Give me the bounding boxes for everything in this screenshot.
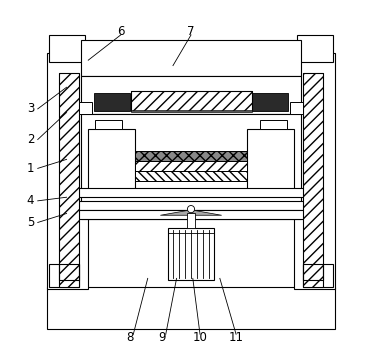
- Bar: [303, 264, 333, 287]
- Text: 8: 8: [126, 331, 133, 344]
- Bar: [131, 91, 252, 111]
- Bar: [135, 161, 247, 171]
- Text: 1: 1: [27, 162, 34, 175]
- Text: 4: 4: [27, 194, 34, 207]
- Bar: [259, 120, 286, 129]
- Bar: [135, 151, 247, 161]
- Text: 2: 2: [27, 133, 34, 146]
- Bar: [303, 264, 323, 287]
- Bar: [49, 35, 85, 62]
- Bar: [135, 151, 247, 161]
- Bar: [59, 73, 79, 280]
- Circle shape: [188, 206, 194, 213]
- Bar: [188, 214, 194, 228]
- Bar: [131, 91, 252, 111]
- Text: 10: 10: [193, 331, 207, 344]
- Text: 7: 7: [187, 25, 195, 38]
- Bar: [135, 171, 247, 181]
- Text: 11: 11: [228, 331, 244, 344]
- Bar: [47, 287, 335, 329]
- Bar: [81, 40, 301, 76]
- Bar: [131, 110, 252, 113]
- Bar: [135, 161, 247, 171]
- Bar: [252, 93, 288, 111]
- Bar: [66, 188, 316, 197]
- Bar: [135, 171, 247, 181]
- Bar: [247, 129, 294, 192]
- Bar: [66, 201, 316, 210]
- Polygon shape: [160, 210, 191, 215]
- Text: 6: 6: [117, 25, 125, 38]
- Bar: [49, 264, 79, 287]
- Bar: [294, 53, 335, 289]
- Bar: [66, 210, 316, 219]
- Polygon shape: [191, 210, 222, 215]
- Bar: [168, 228, 214, 280]
- Text: 5: 5: [27, 216, 34, 229]
- Bar: [303, 73, 323, 280]
- Bar: [303, 264, 323, 287]
- Bar: [79, 102, 92, 114]
- Bar: [59, 73, 79, 280]
- Bar: [297, 35, 333, 62]
- Bar: [303, 73, 323, 280]
- Bar: [94, 93, 130, 111]
- Bar: [88, 129, 135, 192]
- Bar: [59, 264, 79, 287]
- Bar: [59, 264, 79, 287]
- Bar: [96, 120, 123, 129]
- Bar: [47, 53, 88, 289]
- Text: 9: 9: [159, 331, 166, 344]
- Bar: [290, 102, 303, 114]
- Text: 3: 3: [27, 102, 34, 115]
- Bar: [81, 76, 301, 114]
- Bar: [81, 114, 301, 219]
